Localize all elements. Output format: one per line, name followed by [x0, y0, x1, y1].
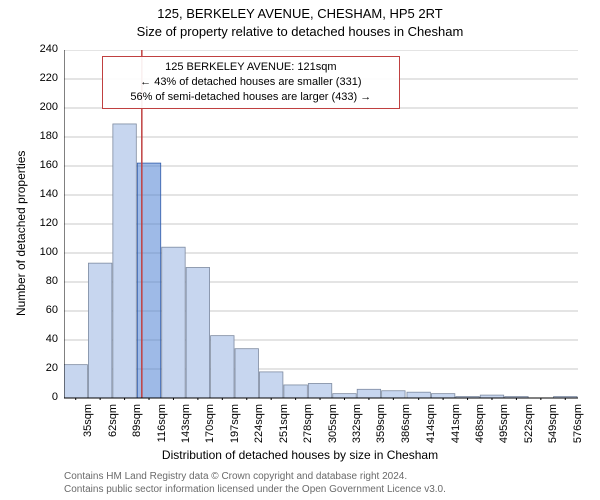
x-tick-label: 197sqm: [229, 404, 241, 446]
x-tick-label: 414sqm: [425, 404, 437, 446]
y-tick-label: 0: [30, 391, 58, 403]
x-tick-label: 576sqm: [572, 404, 584, 446]
x-tick-label: 89sqm: [131, 404, 143, 446]
x-tick-label: 62sqm: [107, 404, 119, 446]
footer-line1: Contains HM Land Registry data © Crown c…: [64, 470, 446, 483]
x-tick-label: 251sqm: [278, 404, 290, 446]
chart-title-line2: Size of property relative to detached ho…: [0, 24, 600, 39]
x-tick-label: 549sqm: [547, 404, 559, 446]
x-tick-label: 441sqm: [450, 404, 462, 446]
x-tick-label: 116sqm: [156, 404, 168, 446]
y-tick-label: 220: [30, 72, 58, 84]
y-axis-label: Number of detached properties: [14, 151, 28, 316]
y-tick-label: 240: [30, 43, 58, 55]
x-tick-label: 359sqm: [375, 404, 387, 446]
y-tick-label: 60: [30, 304, 58, 316]
x-tick-label: 468sqm: [474, 404, 486, 446]
annotation-line2: ← 43% of detached houses are smaller (33…: [109, 75, 393, 90]
footer-attribution: Contains HM Land Registry data © Crown c…: [64, 470, 446, 496]
x-tick-label: 305sqm: [327, 404, 339, 446]
y-tick-label: 120: [30, 217, 58, 229]
x-tick-label: 332sqm: [351, 404, 363, 446]
x-tick-label: 386sqm: [400, 404, 412, 446]
chart-title-line1: 125, BERKELEY AVENUE, CHESHAM, HP5 2RT: [0, 6, 600, 21]
x-tick-label: 143sqm: [180, 404, 192, 446]
x-tick-label: 495sqm: [498, 404, 510, 446]
y-tick-label: 80: [30, 275, 58, 287]
y-tick-label: 180: [30, 130, 58, 142]
x-axis-label: Distribution of detached houses by size …: [0, 448, 600, 462]
annotation-line1: 125 BERKELEY AVENUE: 121sqm: [109, 60, 393, 75]
y-tick-label: 140: [30, 188, 58, 200]
y-tick-label: 40: [30, 333, 58, 345]
y-tick-label: 100: [30, 246, 58, 258]
annotation-box: 125 BERKELEY AVENUE: 121sqm ← 43% of det…: [102, 56, 400, 109]
annotation-line3: 56% of semi-detached houses are larger (…: [109, 90, 393, 105]
y-tick-label: 160: [30, 159, 58, 171]
y-tick-label: 200: [30, 101, 58, 113]
x-tick-label: 278sqm: [302, 404, 314, 446]
x-tick-label: 522sqm: [523, 404, 535, 446]
footer-line2: Contains public sector information licen…: [64, 483, 446, 496]
y-tick-label: 20: [30, 362, 58, 374]
x-tick-label: 35sqm: [82, 404, 94, 446]
x-tick-label: 170sqm: [204, 404, 216, 446]
x-tick-label: 224sqm: [253, 404, 265, 446]
